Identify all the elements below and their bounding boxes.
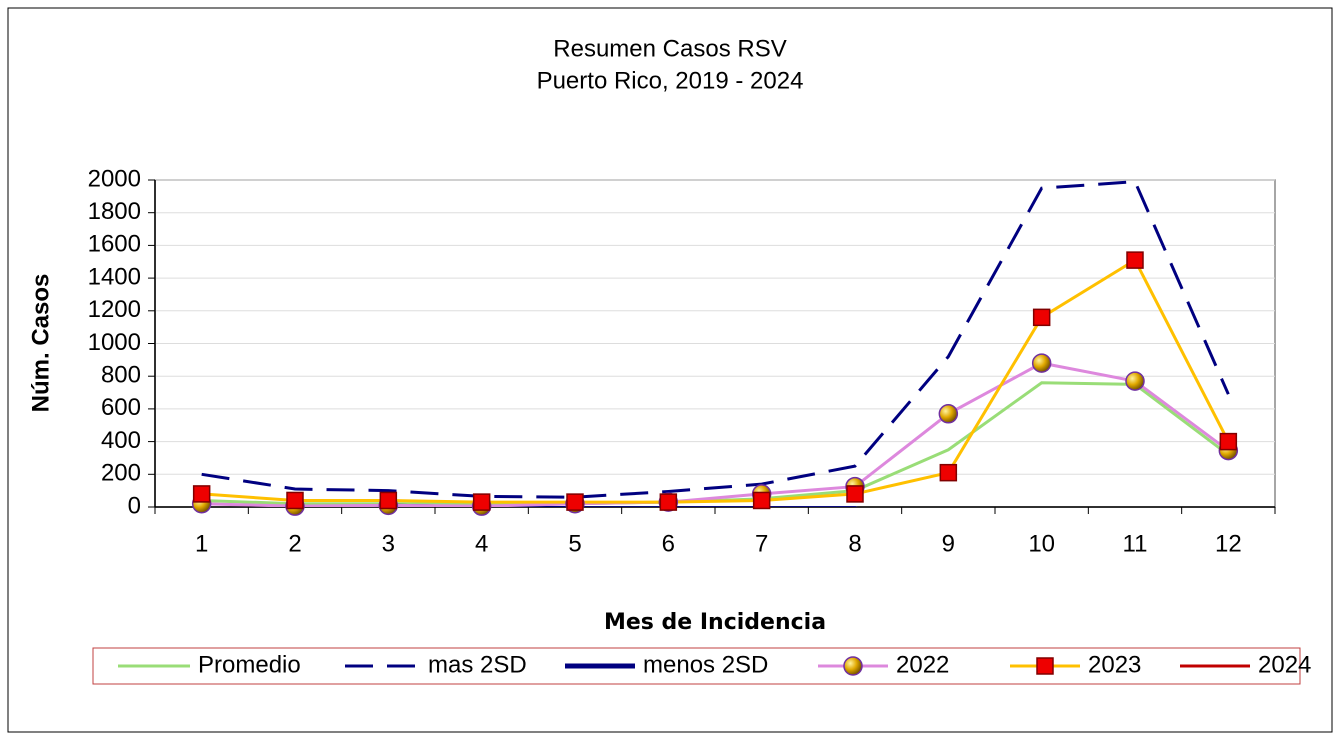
y-tick-label: 800 <box>101 362 141 389</box>
series-line <box>201 180 1230 499</box>
marker <box>938 404 959 424</box>
marker <box>843 656 863 676</box>
x-tick-label: 1 <box>195 530 208 557</box>
legend-label: 2023 <box>1088 651 1141 678</box>
chart-title: Resumen Casos RSV <box>553 35 786 62</box>
x-tick-label: 5 <box>568 530 581 557</box>
x-tick-label: 11 <box>1123 530 1148 557</box>
x-tick-label: 10 <box>1028 530 1055 557</box>
y-tick-label: 1200 <box>88 296 141 323</box>
y-tick-label: 200 <box>101 460 141 487</box>
x-tick-label: 9 <box>942 530 955 557</box>
x-tick-label: 4 <box>475 530 488 557</box>
marker <box>1036 657 1054 675</box>
marker <box>1126 251 1144 269</box>
x-tick-label: 8 <box>848 530 861 557</box>
x-tick-label: 3 <box>382 530 395 557</box>
y-tick-label: 2000 <box>88 165 141 192</box>
marker <box>1031 353 1052 373</box>
marker <box>939 463 958 482</box>
legend-label: 2022 <box>896 651 949 678</box>
legend-label: mas 2SD <box>428 651 527 678</box>
series-line <box>201 361 1230 507</box>
x-tick-label: 12 <box>1215 530 1242 557</box>
x-tick-label: 2 <box>288 530 301 557</box>
x-axis-label: Mes de Incidencia <box>604 610 826 635</box>
marker <box>752 491 771 510</box>
marker <box>1032 308 1051 327</box>
plot-series <box>201 180 1230 507</box>
y-tick-label: 600 <box>101 394 141 421</box>
marker <box>472 493 491 511</box>
y-tick-label: 1000 <box>88 329 141 356</box>
marker <box>1125 371 1145 391</box>
marker <box>192 485 211 503</box>
x-tick-label: 7 <box>755 530 768 557</box>
legend-label: Promedio <box>198 651 301 678</box>
marker <box>566 493 584 511</box>
chart-subtitle: Puerto Rico, 2019 - 2024 <box>537 67 804 94</box>
y-tick-label: 0 <box>128 492 141 519</box>
x-tick-label: 6 <box>662 530 675 557</box>
y-tick-label: 1800 <box>88 198 141 225</box>
marker <box>1219 432 1238 451</box>
y-tick-label: 1600 <box>88 231 141 258</box>
legend-box <box>92 647 1301 685</box>
marker <box>659 493 678 511</box>
legend-label: menos 2SD <box>643 651 768 678</box>
series-line <box>201 257 1230 504</box>
legend-label: 2024 <box>1258 651 1311 678</box>
y-axis-label: Núm. Casos <box>27 274 54 413</box>
marker <box>846 485 864 503</box>
marker <box>379 491 398 510</box>
marker <box>286 491 304 510</box>
y-tick-label: 400 <box>101 427 141 454</box>
y-tick-label: 1400 <box>88 263 141 290</box>
